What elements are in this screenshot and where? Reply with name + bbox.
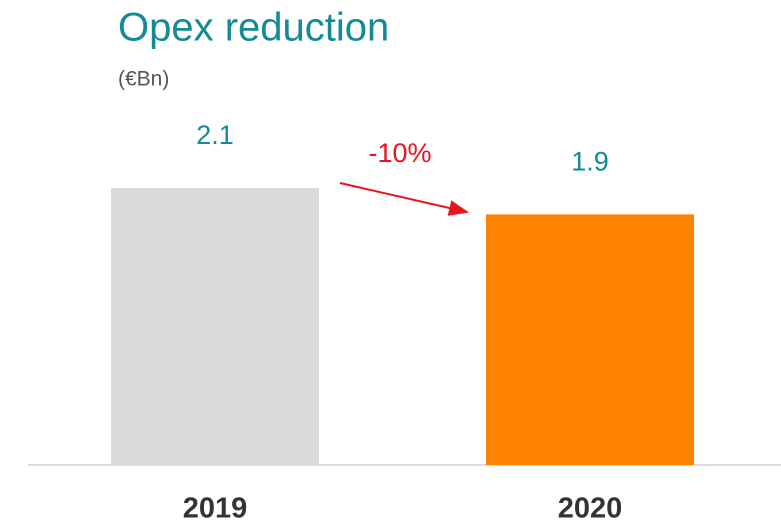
bar [486,214,694,465]
chart-subtitle: (€Bn) [118,68,169,91]
annotation: -10% [368,138,431,168]
bar [111,188,319,465]
data-label: 2.1 [196,120,234,150]
data-label: 1.9 [571,147,609,177]
x-tick-label: 2020 [558,493,623,525]
arrow [339,182,469,216]
x-tick-label: 2019 [183,493,248,525]
chart-title: Opex reduction [118,6,389,50]
